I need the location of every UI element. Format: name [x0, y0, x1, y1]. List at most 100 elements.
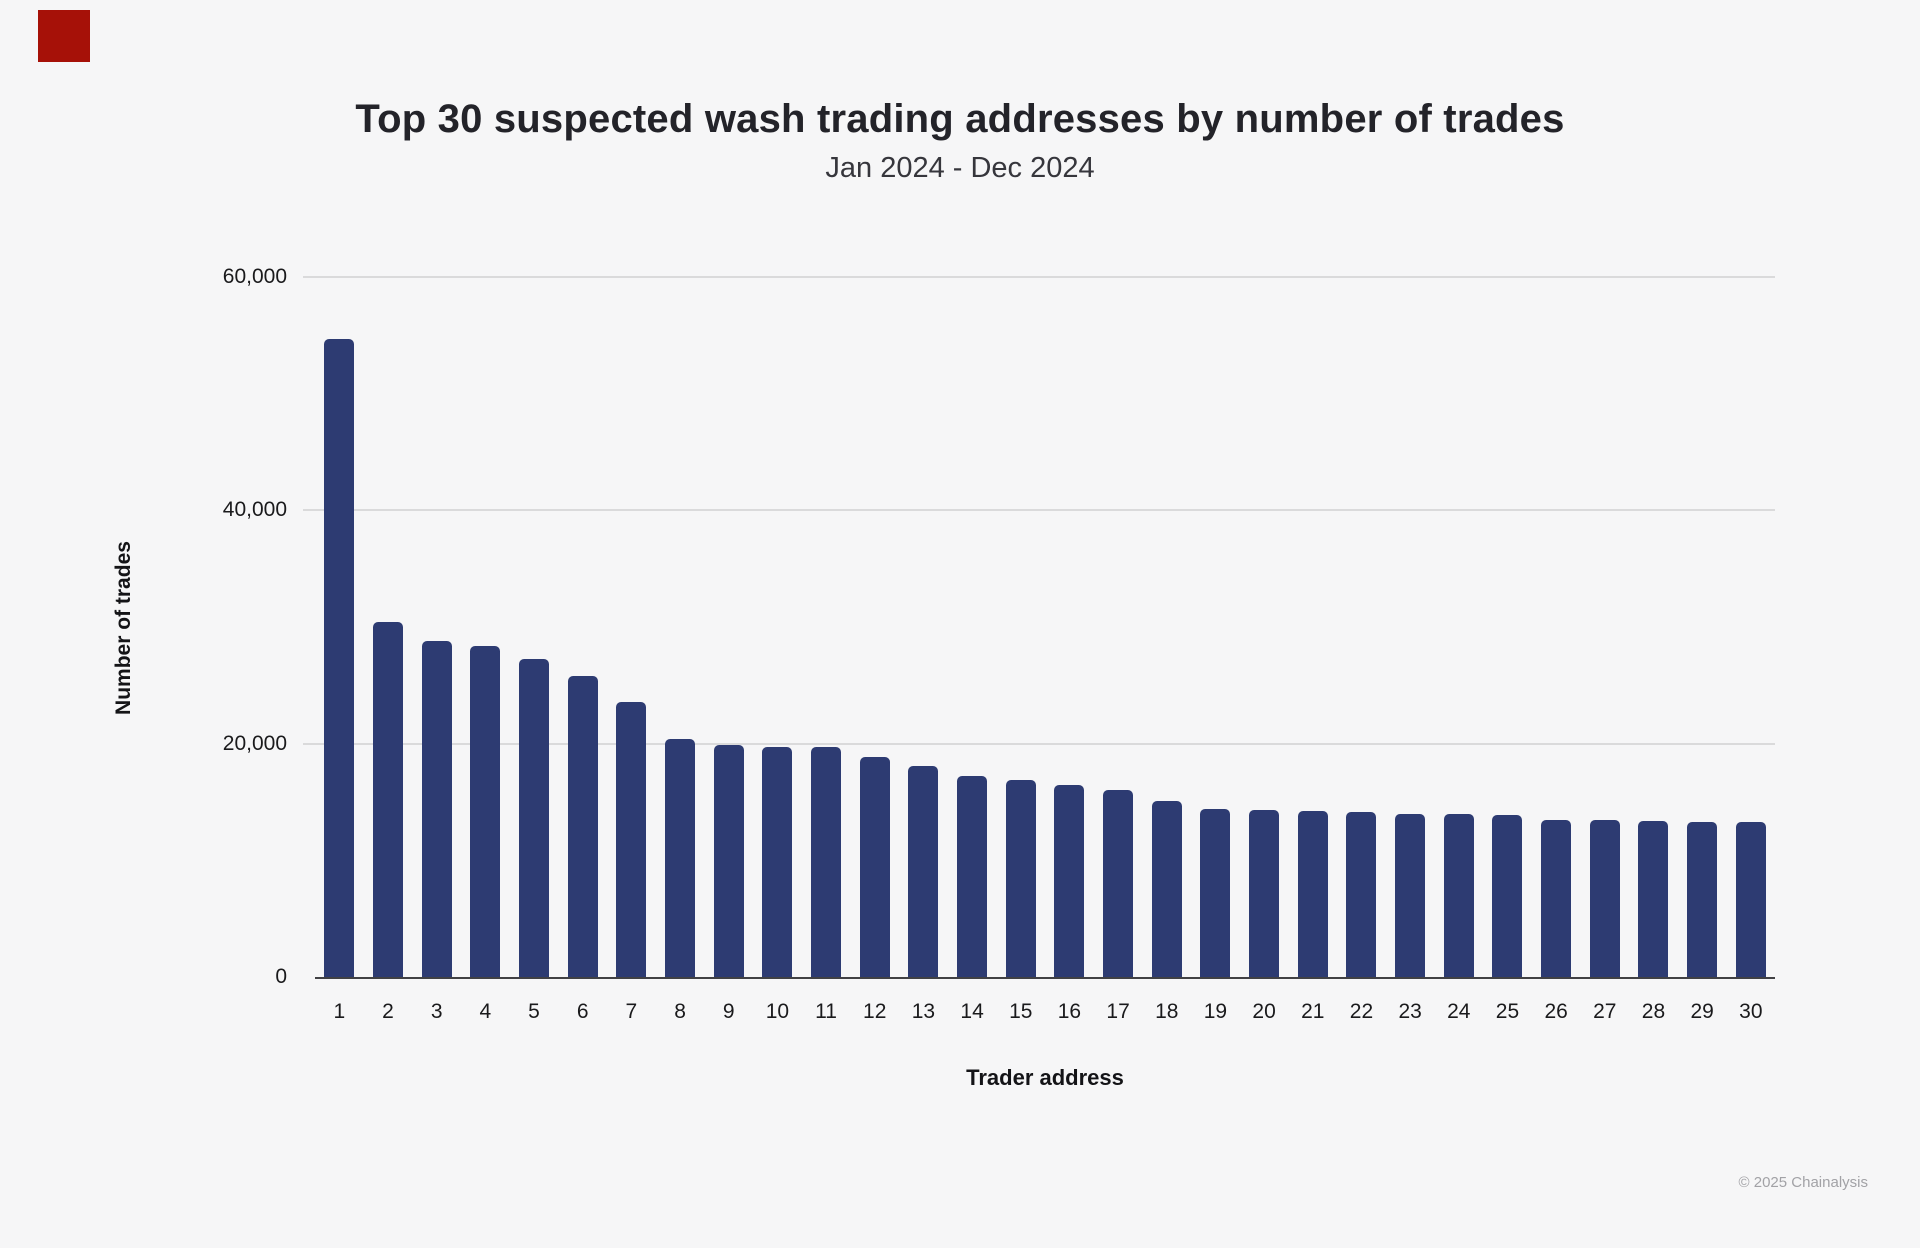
x-tick-label: 10 [765, 1000, 790, 1023]
bar-slot [1726, 277, 1775, 977]
y-tick-label: 0 [275, 965, 287, 988]
copyright-note: © 2025 Chainalysis [1738, 1174, 1868, 1191]
bar-slot [704, 277, 753, 977]
bar-slot [1191, 277, 1240, 977]
bar-slot [1337, 277, 1386, 977]
x-tick-label: 1 [333, 1000, 346, 1023]
x-tick-label: 28 [1641, 1000, 1666, 1023]
bar [1492, 814, 1523, 977]
bar-slot [1678, 277, 1727, 977]
bar [1443, 814, 1474, 977]
bar [1735, 822, 1766, 977]
x-tick-label: 23 [1398, 1000, 1422, 1023]
bar [1395, 813, 1426, 977]
bar [470, 645, 501, 977]
y-tick-label: 60,000 [222, 265, 287, 288]
x-tick-label: 30 [1739, 1000, 1763, 1023]
bar [1297, 811, 1328, 977]
bar [421, 641, 452, 977]
bar [908, 765, 939, 977]
bar-slot [1386, 277, 1435, 977]
x-tick-label: 12 [863, 1000, 887, 1023]
x-axis-title: Trader address [966, 1065, 1124, 1090]
x-tick-label: 27 [1593, 1000, 1617, 1023]
bar-slot [607, 277, 656, 977]
bar-slot [315, 277, 364, 977]
x-tick-label: 24 [1447, 1000, 1471, 1023]
bar-slot [1142, 277, 1191, 977]
bar [1687, 821, 1718, 977]
bar-slot [461, 277, 510, 977]
x-tick-label: 15 [1009, 1000, 1033, 1023]
x-tick-label: 26 [1544, 1000, 1568, 1023]
bar-slot [1094, 277, 1143, 977]
bar-slot [1532, 277, 1581, 977]
bar-slot [1045, 277, 1094, 977]
bar [957, 776, 988, 977]
bar-slot [558, 277, 607, 977]
bar [665, 739, 696, 977]
gridline [303, 742, 1775, 745]
bar [1200, 809, 1231, 977]
bar-slot [996, 277, 1045, 977]
x-tick-label: 19 [1203, 1000, 1228, 1023]
x-tick-label: 4 [479, 1000, 492, 1023]
bar-slot [510, 277, 559, 977]
x-tick-label: 14 [960, 1000, 984, 1023]
x-tick-label: 8 [674, 1000, 686, 1023]
bar [762, 747, 793, 977]
bar-slot [948, 277, 997, 977]
bar [1249, 809, 1280, 977]
x-tick-label: 22 [1349, 1000, 1374, 1023]
bar [1589, 820, 1620, 977]
chart-title: Top 30 suspected wash trading addresses … [355, 97, 1565, 141]
red-square-marker [38, 10, 90, 62]
bar-slot [802, 277, 851, 977]
bar [1541, 819, 1572, 977]
x-tick-label: 16 [1057, 1000, 1082, 1023]
y-axis-title: Number of trades [112, 541, 135, 715]
bar-slot [1434, 277, 1483, 977]
bar-slot [753, 277, 802, 977]
bar [324, 338, 355, 977]
x-tick-label: 9 [722, 1000, 735, 1023]
x-tick-label: 11 [815, 1000, 837, 1023]
x-tick-label: 7 [625, 1000, 638, 1023]
bar-slot [1288, 277, 1337, 977]
x-tick-label: 29 [1690, 1000, 1714, 1023]
bar-slot [656, 277, 705, 977]
bar [519, 658, 550, 977]
x-tick-label: 3 [430, 1000, 443, 1023]
x-tick-label: 20 [1252, 1000, 1276, 1023]
bar-slot [1240, 277, 1289, 977]
bar [1638, 821, 1669, 977]
bar [373, 622, 403, 977]
x-tick-label: 13 [911, 1000, 936, 1023]
x-tick-label: 5 [528, 1000, 540, 1023]
bar [1346, 811, 1377, 977]
x-tick-label: 21 [1301, 1000, 1325, 1023]
bar [616, 701, 647, 977]
bar-slot [899, 277, 948, 977]
plot-area [303, 276, 1775, 979]
bar [811, 747, 842, 977]
bar [1054, 784, 1085, 977]
bar [859, 756, 890, 977]
bar [567, 676, 598, 977]
x-tick-label: 18 [1155, 1000, 1179, 1023]
bar-slot [1629, 277, 1678, 977]
bar [1103, 790, 1134, 977]
gridline [303, 509, 1775, 512]
bar-slot [412, 277, 461, 977]
x-tick-label: 6 [576, 1000, 589, 1023]
y-tick-label: 40,000 [222, 498, 287, 522]
bar [713, 744, 744, 977]
bar [1151, 800, 1182, 977]
bar-series [315, 277, 1775, 977]
x-tick-label: 17 [1106, 1000, 1130, 1023]
y-tick-label: 20,000 [222, 731, 287, 755]
bar-slot [850, 277, 899, 977]
bar-slot [1580, 277, 1629, 977]
bar-slot [1483, 277, 1532, 977]
bar-slot [364, 277, 413, 977]
